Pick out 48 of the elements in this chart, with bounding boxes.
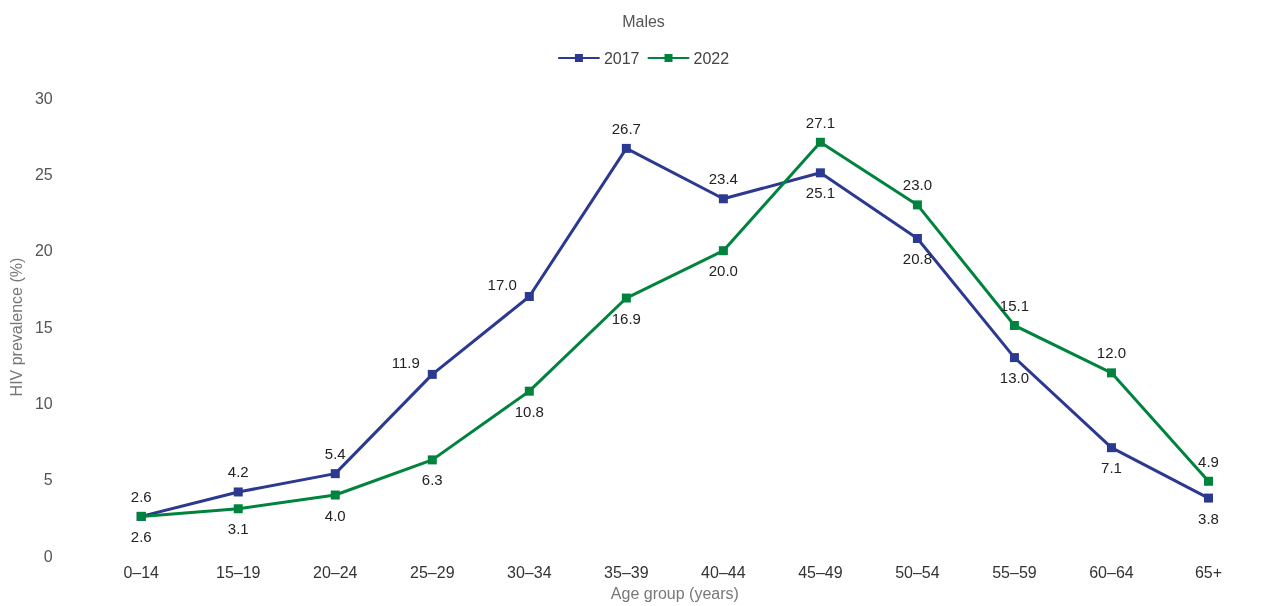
data-label: 5.4 xyxy=(324,445,346,463)
data-label: 4.2 xyxy=(227,463,249,481)
data-label: 2.6 xyxy=(130,487,152,505)
legend-label: 2017 xyxy=(603,49,640,67)
data-label: 16.9 xyxy=(611,309,641,327)
legend-label: 2022 xyxy=(693,49,730,67)
x-tick-label: 55–59 xyxy=(992,563,1037,581)
data-label: 20.0 xyxy=(708,262,738,280)
y-tick-label: 5 xyxy=(43,471,53,489)
x-tick-label: 45–49 xyxy=(798,563,843,581)
data-label: 3.1 xyxy=(227,520,249,538)
x-tick-label: 40–44 xyxy=(701,563,746,581)
data-label: 20.8 xyxy=(902,249,933,267)
y-tick-label: 20 xyxy=(34,242,53,260)
y-axis-title: HIV prevalence (%) xyxy=(7,257,25,397)
x-tick-label: 65+ xyxy=(1194,563,1223,581)
data-label: 12.0 xyxy=(1096,344,1127,362)
y-tick-label: 30 xyxy=(34,89,53,107)
data-label: 23.0 xyxy=(902,176,933,194)
x-tick-label: 0–14 xyxy=(123,563,160,581)
data-label: 4.0 xyxy=(324,506,346,524)
data-label: 27.1 xyxy=(805,113,835,131)
y-tick-label: 10 xyxy=(34,394,53,412)
x-tick-label: 60–64 xyxy=(1089,563,1134,581)
y-tick-label: 25 xyxy=(34,165,53,183)
data-label: 3.8 xyxy=(1198,509,1219,527)
x-axis-title: Age group (years) xyxy=(610,584,739,602)
y-tick-label: 15 xyxy=(34,318,53,336)
data-label: 13.0 xyxy=(999,369,1030,387)
data-label: 11.9 xyxy=(391,353,420,371)
x-tick-label: 30–34 xyxy=(507,563,552,581)
data-label: 6.3 xyxy=(421,471,443,489)
data-label: 15.1 xyxy=(999,297,1030,315)
data-label: 26.7 xyxy=(611,119,641,137)
data-label: 25.1 xyxy=(805,184,835,202)
x-tick-label: 15–19 xyxy=(215,563,261,581)
x-tick-label: 35–39 xyxy=(604,563,649,581)
x-tick-label: 25–29 xyxy=(410,563,455,581)
data-label: 2.6 xyxy=(130,527,152,545)
data-label: 10.8 xyxy=(514,402,544,420)
y-tick-label: 0 xyxy=(43,547,53,565)
x-tick-label: 20–24 xyxy=(313,563,358,581)
chart-title: Males xyxy=(622,12,665,30)
data-label: 7.1 xyxy=(1101,459,1122,477)
x-tick-label: 50–54 xyxy=(895,563,940,581)
data-label: 17.0 xyxy=(487,276,517,294)
data-label: 4.9 xyxy=(1198,452,1219,470)
data-label: 23.4 xyxy=(708,170,738,188)
